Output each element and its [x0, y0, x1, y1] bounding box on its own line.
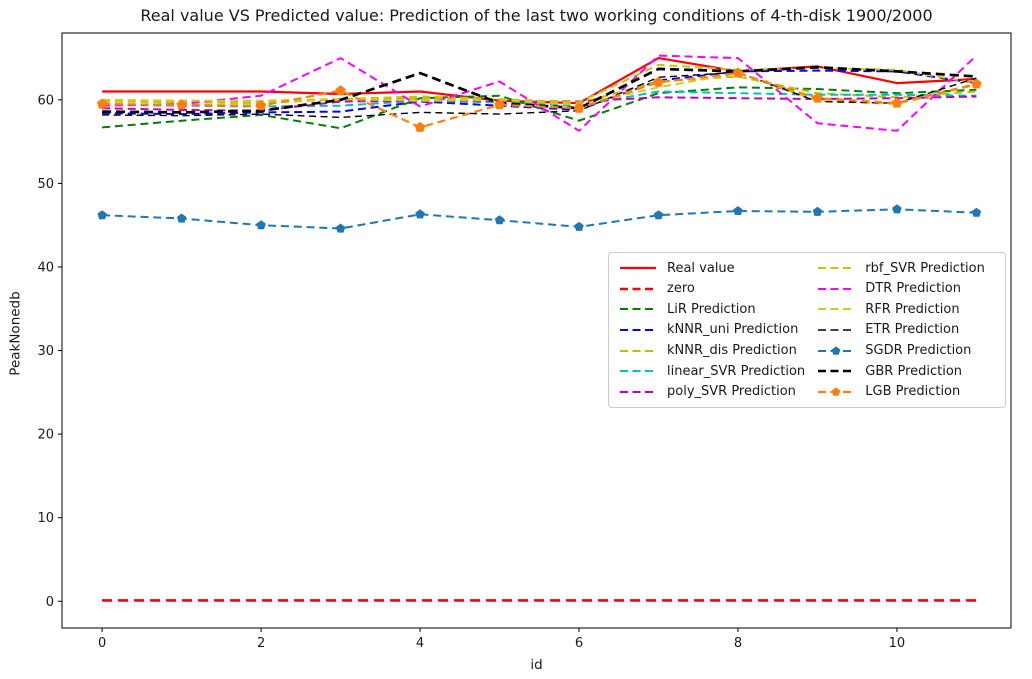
legend-label: zero: [667, 281, 695, 297]
y-tick-label: 40: [37, 260, 54, 275]
legend-label: RFR Prediction: [865, 301, 960, 317]
legend-label: LiR Prediction: [667, 301, 756, 317]
legend-marker-sgdr-prediction: [831, 345, 841, 355]
series-sgdr-prediction: [102, 208, 977, 230]
legend-item-gbr-prediction: GBR Prediction: [817, 361, 995, 382]
x-axis-label: id: [530, 657, 543, 673]
y-tick-label: 60: [37, 93, 54, 108]
legend-item-lir-prediction: LiR Prediction: [619, 299, 815, 320]
legend-sample-etr-prediction: [818, 329, 855, 331]
legend-label: GBR Prediction: [865, 363, 963, 379]
legend-sample-real-value: [620, 267, 656, 270]
marker-sgdr-prediction: [176, 213, 187, 223]
marker-lgb-prediction: [971, 78, 982, 89]
legend-sample-poly-svr-prediction: [620, 390, 656, 393]
x-tick-label: 0: [98, 636, 106, 651]
x-tick-label: 4: [416, 636, 424, 651]
marker-sgdr-prediction: [733, 206, 743, 215]
y-tick-label: 20: [37, 428, 54, 443]
y-axis-label: PeakNonedb: [7, 291, 24, 376]
x-tick-label: 10: [889, 636, 906, 651]
marker-lgb-prediction: [255, 100, 267, 111]
legend-item-lgb-prediction: LGB Prediction: [817, 381, 995, 402]
legend-sample-linear-svr-prediction: [620, 370, 656, 373]
marker-sgdr-prediction: [494, 215, 505, 225]
marker-lgb-prediction: [414, 121, 426, 132]
legend-sample-rbf-svr-prediction: [818, 267, 855, 270]
y-tick-label: 50: [37, 177, 54, 192]
marker-sgdr-prediction: [812, 206, 823, 216]
legend-label: kNNR_dis Prediction: [667, 343, 797, 359]
legend-item-sgdr-prediction: SGDR Prediction: [817, 340, 995, 361]
marker-sgdr-prediction: [892, 204, 902, 214]
marker-sgdr-prediction: [653, 210, 664, 220]
legend-label: ETR Prediction: [865, 322, 960, 338]
marker-lgb-prediction: [732, 67, 744, 78]
marker-lgb-prediction: [891, 97, 903, 108]
legend-label: Real value: [667, 260, 735, 276]
legend-sample-knnr-dis-prediction: [620, 349, 656, 352]
legend-label: poly_SVR Prediction: [667, 384, 796, 400]
series-etr-prediction: [102, 71, 977, 119]
legend-sample-dtr-prediction: [818, 287, 855, 290]
marker-sgdr-prediction: [415, 209, 425, 219]
series-knnr-uni-prediction: [102, 69, 977, 116]
legend-item-rbf-svr-prediction: rbf_SVR Prediction: [817, 258, 995, 279]
marker-lgb-prediction: [494, 99, 505, 110]
marker-sgdr-prediction: [256, 220, 266, 230]
chart-title: Real value VS Predicted value: Predictio…: [140, 6, 933, 25]
legend-sample-gbr-prediction: [818, 369, 855, 373]
marker-lgb-prediction: [653, 76, 664, 87]
x-tick-label: 8: [734, 636, 742, 651]
marker-lgb-prediction: [335, 85, 346, 96]
legend-item-real-value: Real value: [619, 258, 815, 279]
marker-sgdr-prediction: [97, 210, 107, 220]
x-tick-label: 2: [257, 636, 265, 651]
legend-item-poly-svr-prediction: poly_SVR Prediction: [619, 381, 815, 402]
legend-marker-lgb-prediction: [831, 387, 841, 396]
series-dtr-prediction: [102, 54, 978, 132]
legend-sample-rfr-prediction: [818, 308, 855, 311]
legend-label: SGDR Prediction: [865, 343, 972, 359]
legend-item-rfr-prediction: RFR Prediction: [817, 299, 995, 320]
legend-label: LGB Prediction: [865, 384, 961, 400]
legend-item-linear-svr-prediction: linear_SVR Prediction: [619, 361, 815, 382]
legend: Real value zero LiR Prediction kNNR_uni Pre…: [608, 252, 1006, 408]
marker-sgdr-prediction: [574, 221, 584, 231]
plot-border: [61, 32, 1012, 629]
y-tick-label: 10: [37, 511, 54, 526]
legend-item-zero: zero: [619, 279, 815, 300]
marker-sgdr-prediction: [335, 223, 346, 233]
legend-sample-lgb-prediction: [818, 387, 855, 396]
legend-label: rbf_SVR Prediction: [865, 260, 985, 276]
series-lgb-prediction: [102, 71, 977, 129]
legend-sample-knnr-uni-prediction: [620, 328, 656, 331]
marker-sgdr-prediction: [971, 207, 982, 217]
legend-label: DTR Prediction: [865, 281, 961, 297]
legend-sample-zero: [620, 287, 656, 291]
legend-item-knnr-dis-prediction: kNNR_dis Prediction: [619, 340, 815, 361]
legend-label: linear_SVR Prediction: [667, 363, 806, 379]
legend-item-dtr-prediction: DTR Prediction: [817, 279, 995, 300]
marker-lgb-prediction: [96, 98, 108, 109]
series-gbr-prediction: [102, 65, 977, 114]
legend-sample-lir-prediction: [620, 308, 656, 311]
y-tick-label: 0: [46, 595, 54, 610]
legend-item-knnr-uni-prediction: kNNR_uni Prediction: [619, 320, 815, 341]
legend-item-etr-prediction: ETR Prediction: [817, 320, 995, 341]
legend-sample-sgdr-prediction: [818, 345, 855, 355]
marker-lgb-prediction: [812, 92, 823, 103]
marker-lgb-prediction: [573, 102, 585, 113]
legend-label: kNNR_uni Prediction: [667, 322, 799, 338]
marker-lgb-prediction: [176, 99, 187, 110]
x-tick-label: 6: [575, 636, 583, 651]
y-tick-label: 30: [37, 344, 54, 359]
series-real-value: [102, 56, 977, 105]
series-lir-prediction: [102, 86, 977, 130]
